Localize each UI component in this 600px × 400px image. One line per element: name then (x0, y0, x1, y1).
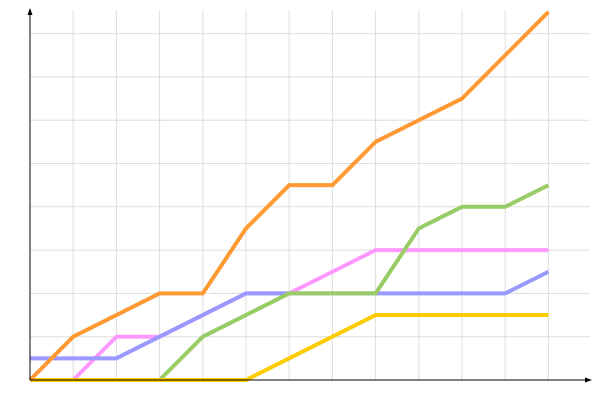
series-line-0 (28, 10, 550, 382)
y-axis-arrow (27, 8, 33, 15)
x-axis-arrow (585, 377, 592, 383)
